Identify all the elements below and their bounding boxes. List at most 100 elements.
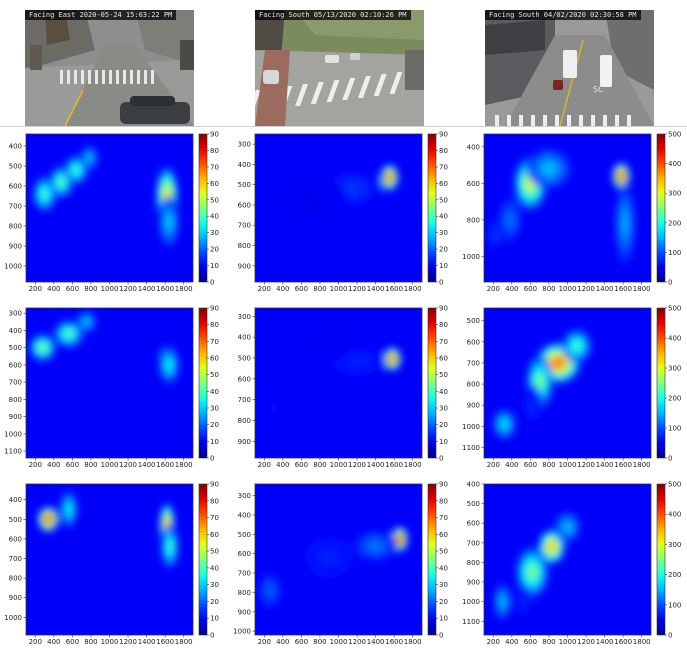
x-tick-label: 1800	[404, 285, 422, 293]
y-tick-label: 400	[9, 143, 22, 151]
x-tick-label: 1000	[330, 461, 348, 469]
colorbar-tick-label: 60	[439, 355, 448, 363]
x-tick-label: 600	[66, 638, 79, 646]
y-tick-label: 700	[467, 539, 480, 547]
colorbar-tick-label: 90	[439, 305, 448, 313]
colorbar-tick-label: 10	[210, 438, 219, 446]
colorbar-tick-label: 20	[210, 246, 219, 254]
camera-timestamp: Facing South 04/02/2020 02:30:58 PM	[485, 10, 641, 20]
x-tick-label: 1200	[577, 461, 595, 469]
x-tick-label: 600	[295, 285, 308, 293]
y-tick-label: 1000	[4, 263, 22, 271]
heatmap-hotspot	[29, 333, 57, 362]
colorbar-tick-label: 300	[668, 190, 681, 198]
y-tick-label: 400	[238, 511, 251, 519]
y-tick-label: 700	[467, 359, 480, 367]
colorbar	[198, 307, 208, 459]
colorbar-tick-label: 10	[210, 615, 219, 623]
y-tick-label: 600	[467, 520, 480, 528]
y-tick-label: 800	[467, 216, 480, 224]
x-tick-label: 1800	[175, 638, 193, 646]
heatmap-hotspot	[306, 321, 352, 362]
y-tick-label: 900	[467, 579, 480, 587]
heatmap-r2-c3: 200 400 600 800 1000 1200 1400 1600 1800 500 600 70…	[458, 302, 687, 476]
y-tick-label: 500	[9, 344, 22, 352]
y-tick-label: 600	[9, 183, 22, 191]
colorbar-tick-label: 70	[210, 338, 219, 346]
colorbar-tick-label: 90	[210, 481, 219, 489]
x-tick-label: 800	[84, 285, 97, 293]
x-tick-label: 200	[29, 461, 42, 469]
y-tick-label: 900	[9, 594, 22, 602]
x-tick-label: 1200	[119, 638, 137, 646]
heatmap-plot: 200 400 600 800 1000 1200 1400 1600 180050060070…	[462, 305, 681, 470]
x-tick-label: 1600	[385, 638, 403, 646]
x-tick-label: 1400	[138, 638, 156, 646]
colorbar-tick-label: 80	[439, 321, 448, 329]
heatmap-hotspot	[486, 216, 505, 253]
x-tick-label: 1200	[577, 638, 595, 646]
x-tick-label: 1000	[330, 638, 348, 646]
colorbar	[427, 133, 437, 283]
x-tick-label: 800	[542, 285, 555, 293]
heatmap-plot: 200 400 600 800 1000 1200 1400 1600 180030040050…	[238, 305, 448, 470]
x-tick-label: 1200	[348, 638, 366, 646]
colorbar-tick-label: 50	[439, 548, 448, 556]
x-tick-label: 200	[258, 285, 271, 293]
colorbar-tick-label: 60	[210, 531, 219, 539]
x-tick-label: 1600	[614, 638, 632, 646]
colorbar-tick-label: 20	[210, 421, 219, 429]
colorbar-tick-label: 90	[210, 131, 219, 139]
y-tick-label: 1000	[462, 253, 480, 261]
y-tick-label: 800	[238, 589, 251, 597]
colorbar-tick-label: 400	[668, 511, 681, 519]
x-tick-label: 400	[276, 285, 289, 293]
y-tick-label: 900	[467, 402, 480, 410]
x-tick-label: 800	[84, 461, 97, 469]
y-tick-label: 800	[9, 575, 22, 583]
heatmap-r2-c1: 200 400 600 800 1000 1200 1400 1600 1800 300 400 50…	[0, 302, 229, 476]
colorbar-tick-label: 200	[668, 571, 681, 579]
heatmap-hotspot	[75, 310, 97, 333]
x-tick-label: 400	[505, 461, 518, 469]
heatmap-hotspot	[561, 329, 592, 363]
x-tick-label: 1000	[330, 285, 348, 293]
heatmap-hotspot	[158, 196, 180, 248]
heatmap-plot: 200 400 600 800 1000 1200 1400 1600 180040060080…	[462, 131, 681, 294]
y-tick-label: 1000	[233, 628, 251, 636]
colorbar-tick-label: 10	[439, 438, 448, 446]
heatmap-hotspot	[257, 571, 282, 610]
colorbar-tick-label: 80	[210, 497, 219, 505]
colorbar-tick-label: 60	[439, 531, 448, 539]
y-tick-label: 900	[9, 243, 22, 251]
heatmap-r1-c2: 200 400 600 800 1000 1200 1400 1600 1800 300 400 50…	[229, 128, 458, 300]
y-tick-label: 900	[238, 262, 251, 270]
colorbar-tick-label: 60	[439, 180, 448, 188]
heatmap-hotspot	[37, 506, 59, 532]
y-tick-label: 400	[9, 496, 22, 504]
x-tick-label: 200	[487, 285, 500, 293]
y-tick-label: 600	[238, 201, 251, 209]
camera-image	[25, 10, 194, 126]
colorbar	[198, 133, 208, 283]
colorbar-tick-label: 50	[210, 196, 219, 204]
y-tick-label: 700	[238, 570, 251, 578]
colorbar-tick-label: 70	[439, 338, 448, 346]
colorbar-tick-label: 200	[668, 219, 681, 227]
y-tick-label: 1000	[462, 423, 480, 431]
x-tick-label: 400	[276, 638, 289, 646]
colorbar	[656, 483, 666, 636]
x-tick-label: 400	[505, 638, 518, 646]
x-tick-label: 400	[47, 461, 60, 469]
heatmap-plot: 200 400 600 800 1000 1200 1400 1600 180040050060…	[4, 481, 219, 647]
y-tick-label: 800	[9, 396, 22, 404]
colorbar-tick-label: 20	[439, 421, 448, 429]
camera-timestamp: Facing South 05/13/2020 02:10:26 PM	[255, 10, 411, 20]
y-tick-label: 600	[467, 338, 480, 346]
y-tick-label: 600	[9, 361, 22, 369]
x-tick-label: 1800	[404, 638, 422, 646]
x-tick-label: 600	[524, 285, 537, 293]
y-tick-label: 400	[467, 481, 480, 489]
colorbar-tick-label: 500	[668, 481, 681, 489]
colorbar-tick-label: 80	[439, 497, 448, 505]
